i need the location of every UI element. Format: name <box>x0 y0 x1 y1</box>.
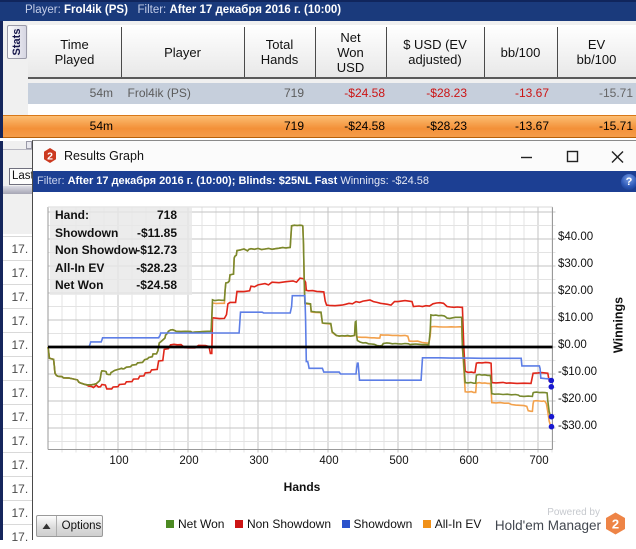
svg-text:2: 2 <box>47 151 53 163</box>
svg-text:2: 2 <box>612 517 619 532</box>
